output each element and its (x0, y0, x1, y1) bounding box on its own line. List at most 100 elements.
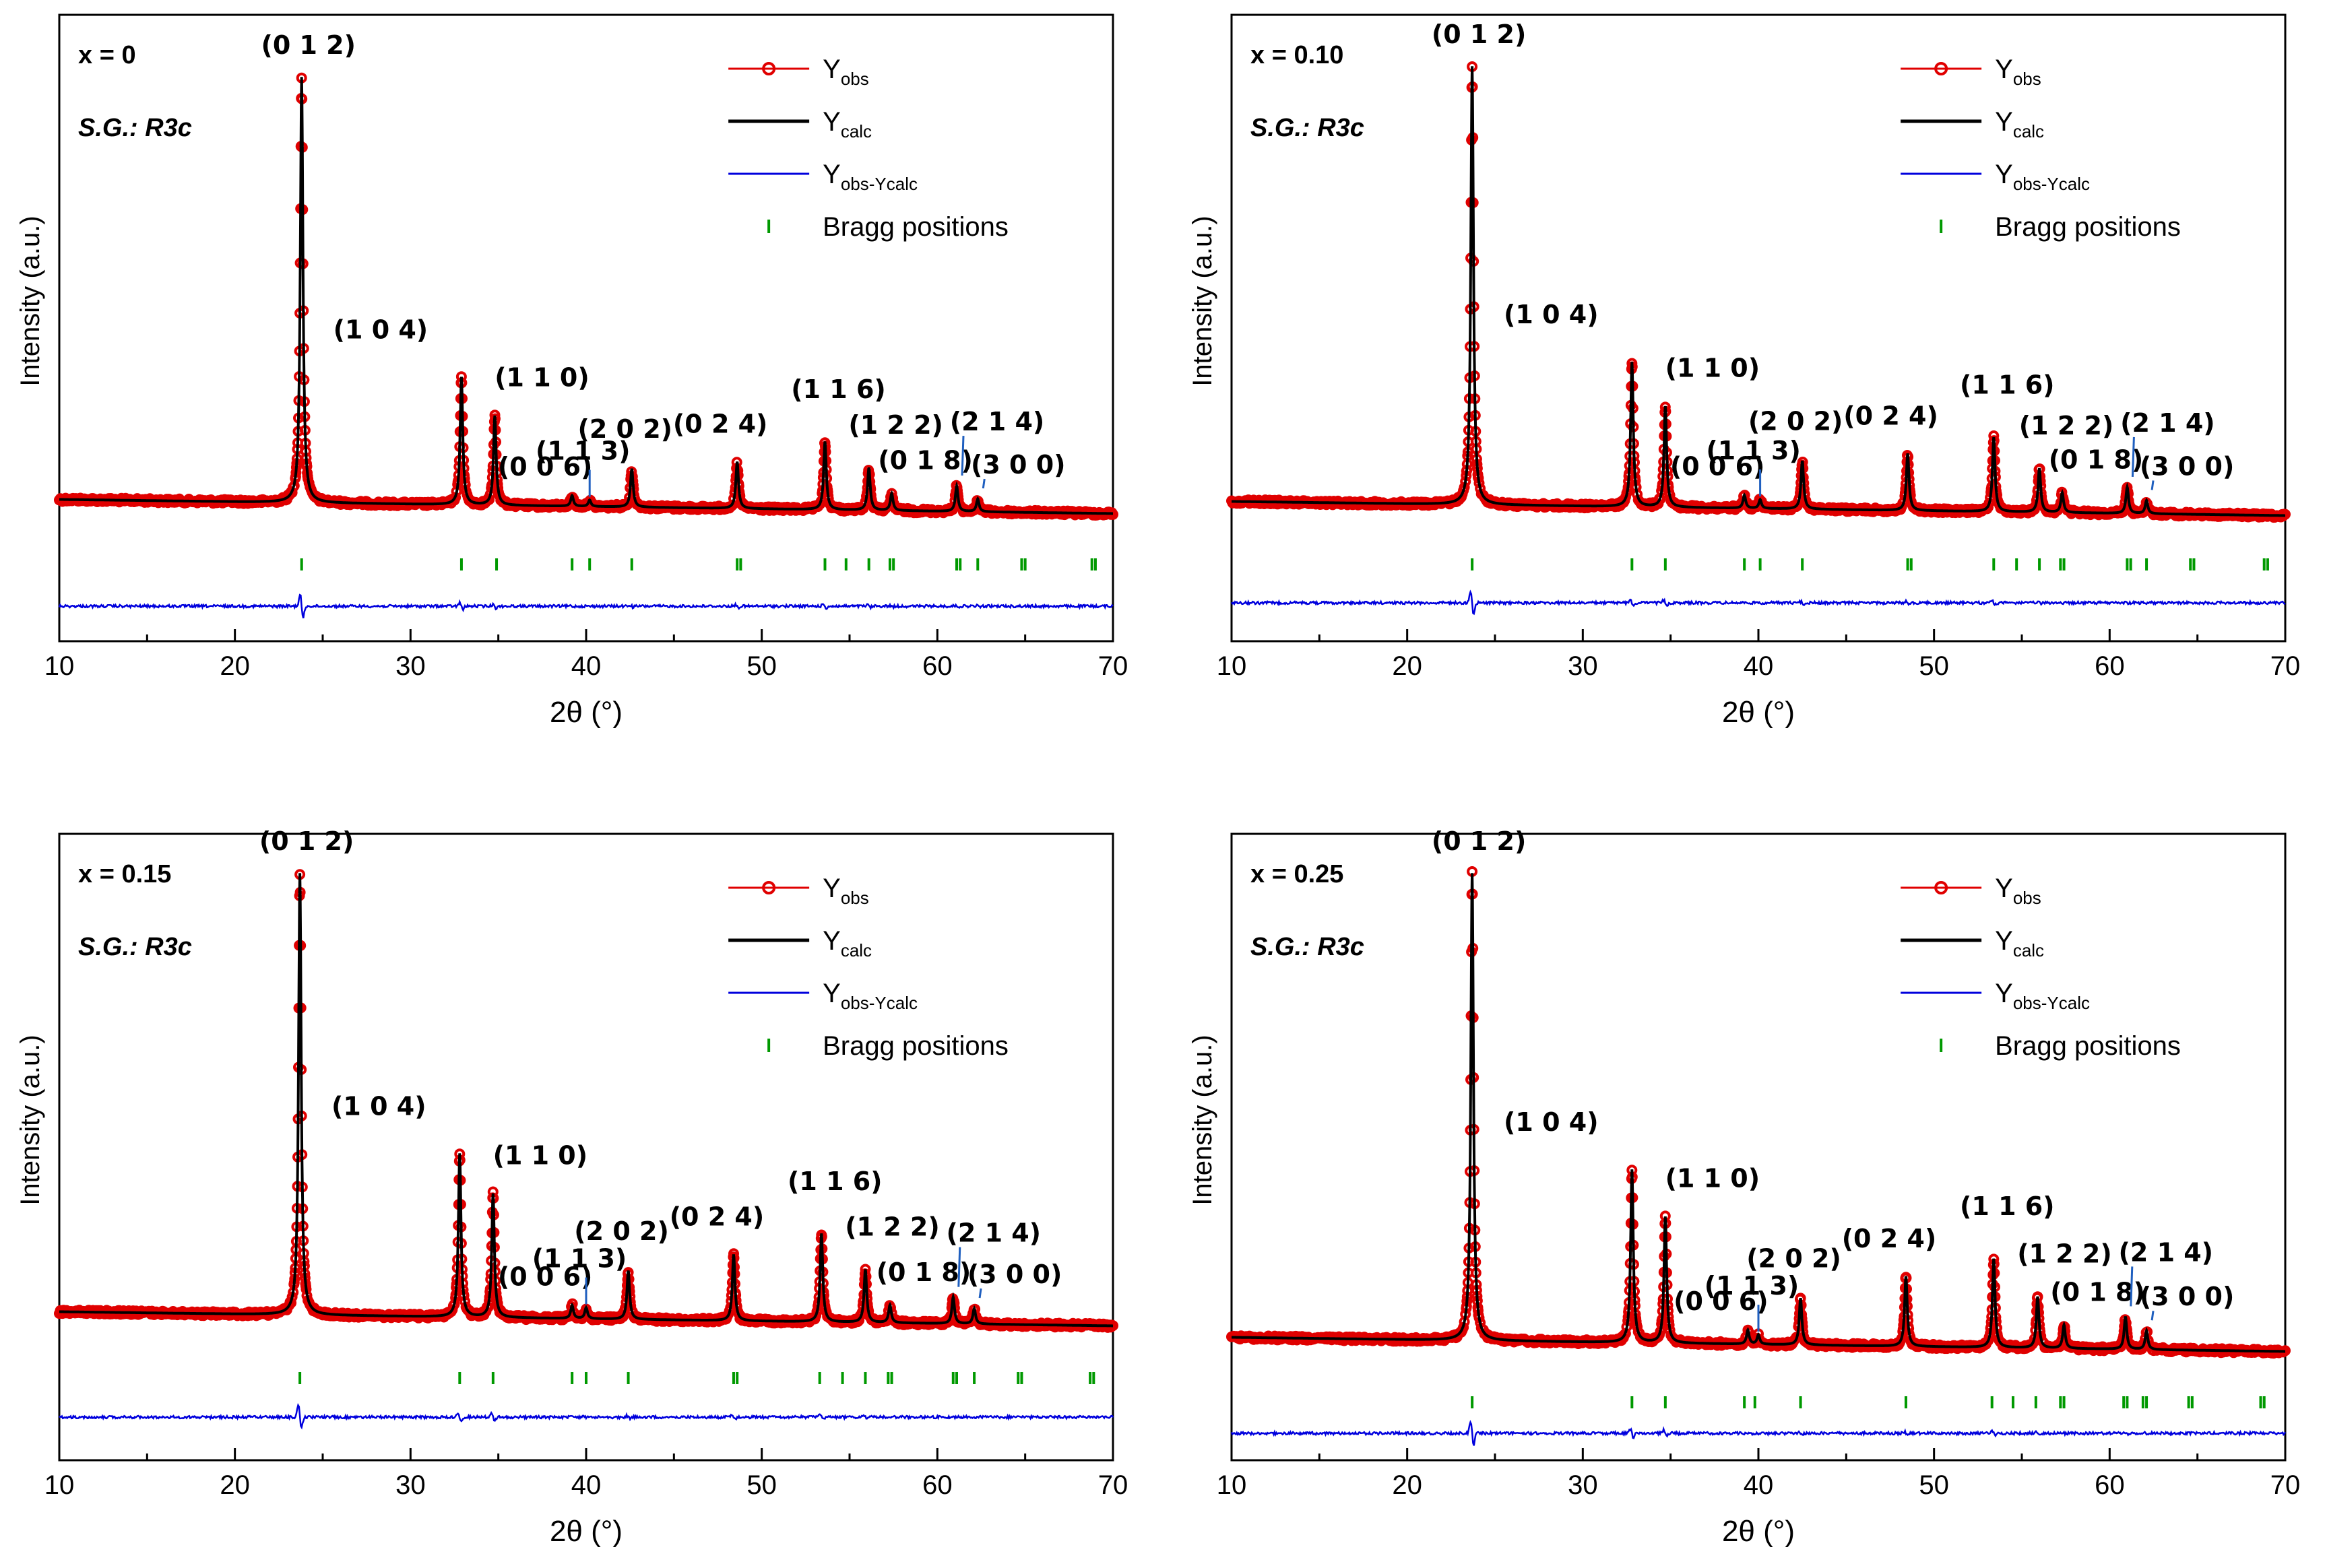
peak-label: (0 0 6) (1670, 451, 1765, 481)
peak-label: (1 0 4) (333, 315, 428, 344)
x-tick-label: 30 (1568, 651, 1598, 681)
x-tick-label: 10 (1217, 651, 1247, 681)
legend-entry-main: Y (1995, 160, 2013, 189)
x-tick-label: 70 (2270, 651, 2301, 681)
space-group-label: S.G.: R3c (1250, 933, 1364, 961)
peak-leader-line (982, 478, 986, 489)
x-tick-label: 70 (1098, 1470, 1128, 1500)
peak-label: (0 2 4) (1843, 401, 1938, 430)
peak-leader-line (2151, 1311, 2155, 1321)
difference-line (1230, 1420, 2287, 1446)
x-axis-label: 2θ (°) (1722, 1515, 1795, 1548)
peak-label: (1 0 4) (1504, 1107, 1599, 1137)
x-tick-label: 20 (1392, 651, 1422, 681)
peak-label: (0 1 2) (1432, 20, 1527, 49)
peak-label: (1 1 3) (1706, 436, 1801, 465)
peak-leader-line (978, 1288, 982, 1299)
peak-label: (0 0 6) (498, 452, 593, 482)
x-tick-label: 20 (220, 1470, 250, 1500)
peak-leader-line (2130, 1266, 2134, 1307)
x-tick-label: 30 (1568, 1470, 1598, 1500)
legend-entry-label: Ycalc (823, 926, 872, 960)
legend-entry-label: Yobs (823, 55, 869, 89)
legend-entry-main: Y (823, 55, 841, 84)
legend: Yobs Ycalc Yobs-Ycalc Bragg positions (728, 874, 1009, 1061)
y-axis-label: Intensity (a.u.) (1188, 1035, 1217, 1205)
x-tick-label: 50 (746, 1470, 777, 1500)
legend-entry-label: Bragg positions (1995, 212, 2181, 242)
x-tick-label: 10 (44, 1470, 75, 1500)
composition-label: x = 0.10 (1250, 41, 1343, 69)
legend-entry-main: Y (823, 160, 841, 189)
peak-leader-line (961, 436, 965, 476)
legend-entry-main: Y (823, 874, 841, 903)
space-group-label: S.G.: R3c (78, 114, 192, 142)
legend-entry-subscript: obs-Ycalc (2013, 174, 2090, 194)
space-group-label: S.G.: R3c (1250, 114, 1364, 142)
calculated-line (59, 873, 1113, 1328)
x-tick-label: 70 (1098, 651, 1128, 681)
legend-entry-main: Y (823, 979, 841, 1008)
peak-label: (3 0 0) (2140, 1282, 2235, 1311)
x-axis-label: 2θ (°) (550, 696, 623, 729)
difference-line (1230, 589, 2286, 616)
legend-entry-main: Y (823, 926, 841, 956)
peak-label: (1 1 6) (1960, 1191, 2055, 1221)
x-tick-label: 70 (2270, 1470, 2301, 1500)
legend-entry-label: Yobs-Ycalc (823, 160, 918, 194)
peak-label: (1 1 0) (495, 362, 590, 392)
legend-entry-label: Yobs-Ycalc (1995, 979, 2090, 1013)
x-tick-label: 40 (1744, 651, 1774, 681)
legend-entry-label: Yobs (1995, 874, 2041, 908)
difference-line (59, 1403, 1114, 1430)
space-group-label: S.G.: R3c (78, 933, 192, 961)
calculated-line (1232, 66, 2285, 517)
x-tick-label: 60 (2095, 1470, 2125, 1500)
x-axis-label: 2θ (°) (1722, 696, 1795, 729)
legend-entry-label: Ycalc (823, 107, 872, 141)
x-tick-label: 30 (395, 651, 426, 681)
peak-label: (0 1 2) (1432, 826, 1527, 856)
legend-entry-main: Bragg positions (1995, 212, 2181, 242)
x-tick-label: 60 (922, 651, 953, 681)
difference-line (58, 593, 1114, 619)
legend-entry-main: Y (1995, 926, 2013, 956)
legend-entry-subscript: obs-Ycalc (2013, 993, 2090, 1013)
peak-label: (1 2 2) (845, 1212, 940, 1241)
peak-leader-line (2131, 436, 2135, 477)
peak-label: (1 1 0) (1665, 353, 1760, 383)
legend-entry-main: Bragg positions (823, 212, 1009, 242)
peak-label: (1 1 6) (1960, 370, 2055, 399)
legend-entry-subscript: obs (2013, 888, 2041, 908)
legend-entry-label: Bragg positions (1995, 1031, 2181, 1061)
peak-label: (1 0 4) (1504, 300, 1599, 329)
legend-entry-subscript: obs (841, 69, 869, 89)
peak-label: (0 1 8) (877, 1257, 972, 1287)
x-tick-label: 50 (1919, 651, 1949, 681)
legend-entry-label: Bragg positions (823, 212, 1009, 242)
peak-label: (2 0 2) (1746, 1244, 1841, 1274)
legend-entry-label: Yobs-Ycalc (823, 979, 918, 1013)
peak-label: (1 2 2) (848, 410, 943, 440)
peak-label: (3 0 0) (971, 450, 1066, 480)
legend: Yobs Ycalc Yobs-Ycalc Bragg positions (728, 55, 1009, 242)
legend-entry-main: Bragg positions (1995, 1031, 2181, 1061)
legend-entry-main: Bragg positions (823, 1031, 1009, 1061)
x-tick-label: 20 (220, 651, 250, 681)
x-tick-label: 60 (2095, 651, 2125, 681)
peak-label: (1 2 2) (2017, 1239, 2112, 1269)
peak-label: (1 1 0) (1665, 1164, 1760, 1194)
legend-observed-marker (1934, 62, 1948, 75)
legend-observed-marker (762, 62, 776, 75)
peak-label: (0 0 6) (498, 1262, 593, 1291)
legend-entry-main: Y (1995, 107, 2013, 137)
composition-label: x = 0.25 (1250, 860, 1343, 888)
legend-entry-subscript: obs-Ycalc (841, 174, 918, 194)
y-axis-label: Intensity (a.u.) (15, 216, 45, 386)
peak-label: (2 1 4) (947, 1218, 1042, 1248)
legend-entry-subscript: obs (841, 888, 869, 908)
